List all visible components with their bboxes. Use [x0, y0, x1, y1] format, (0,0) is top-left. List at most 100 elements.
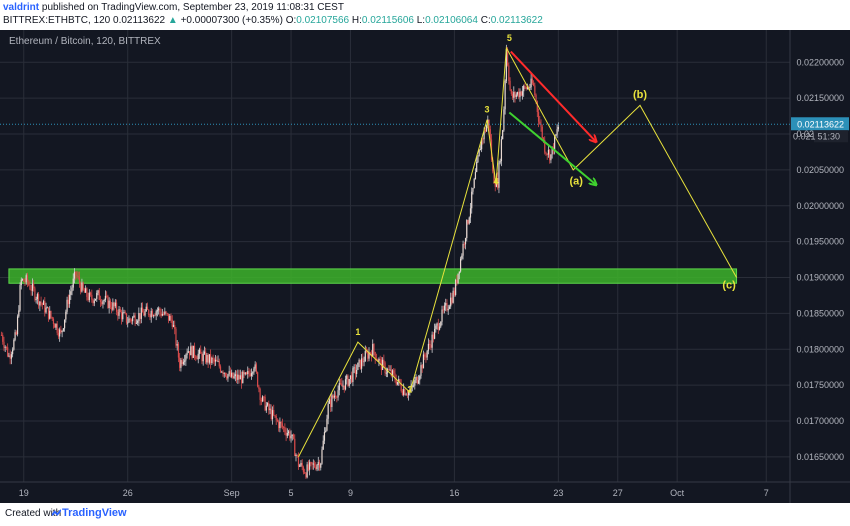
candle-body	[203, 351, 206, 354]
candle-body	[47, 307, 50, 319]
candle-body	[461, 255, 463, 259]
candle-body	[307, 464, 309, 470]
candle-body	[526, 86, 529, 90]
candle-body	[398, 379, 400, 382]
candle-body	[143, 312, 145, 316]
candle-body	[358, 359, 360, 363]
candle-body	[202, 353, 204, 362]
candle-body	[537, 112, 540, 122]
candle-body	[322, 440, 324, 450]
candle-body	[464, 238, 467, 245]
candle-body	[408, 391, 410, 396]
candle-body	[519, 91, 521, 98]
candle-body	[156, 310, 159, 312]
candle-body	[25, 275, 27, 283]
candle-body	[287, 431, 290, 434]
candle-body	[472, 188, 474, 192]
candle-body	[8, 355, 10, 357]
candle-body	[240, 375, 243, 384]
candle-body	[31, 283, 34, 291]
x-tick-label: 16	[449, 488, 459, 498]
candle-body	[237, 374, 239, 380]
candle-body	[214, 359, 217, 362]
candle-body	[505, 49, 507, 81]
candle-body	[419, 375, 421, 381]
candle-body	[234, 374, 236, 377]
candle-body	[498, 162, 500, 188]
candle-body	[55, 323, 57, 328]
candle-body	[122, 312, 124, 320]
candle-body	[291, 434, 293, 436]
candle-body	[227, 374, 229, 379]
candle-body	[138, 312, 140, 322]
candle-body	[191, 346, 193, 358]
candle-body	[39, 301, 41, 306]
candle-body	[198, 349, 201, 354]
candle-body	[40, 301, 42, 304]
candle-body	[174, 325, 176, 329]
candle-body	[15, 332, 17, 335]
candle-body	[14, 332, 16, 340]
candle-body	[244, 372, 246, 375]
candle-body	[390, 369, 392, 376]
candle-body	[222, 371, 224, 374]
candle-body	[479, 149, 481, 151]
candle-body	[328, 399, 331, 404]
candle-body	[415, 376, 417, 381]
candle-body	[555, 134, 557, 136]
candle-body	[224, 372, 227, 377]
candle-body	[85, 288, 87, 293]
candle-body	[20, 279, 22, 286]
candle-body	[437, 323, 439, 330]
symbol-label: BITTREX:ETHBTC, 120	[3, 15, 111, 26]
candle-body	[412, 385, 415, 387]
candle-body	[166, 313, 168, 315]
candle-body	[211, 357, 213, 364]
candle-body	[286, 433, 288, 436]
candle-body	[221, 371, 223, 373]
candle-body	[151, 310, 154, 317]
candle-body	[557, 126, 559, 130]
candle-body	[275, 415, 277, 420]
candle-body	[521, 91, 524, 96]
author-name[interactable]: valdrint	[3, 2, 40, 13]
candle-body	[33, 283, 35, 289]
candle-body	[508, 65, 510, 81]
candle-body	[98, 290, 100, 300]
candle-body	[504, 80, 506, 110]
candle-body	[502, 130, 504, 140]
candle-body	[57, 332, 60, 337]
candle-body	[394, 373, 396, 380]
candle-body	[162, 313, 165, 315]
candle-body	[316, 465, 318, 470]
candle-body	[175, 328, 177, 346]
candle-body	[511, 93, 514, 98]
candle-body	[346, 375, 348, 380]
tradingview-brand[interactable]: TradingView	[62, 507, 127, 519]
candle-body	[239, 375, 241, 380]
candle-body	[63, 319, 66, 329]
candle-body	[229, 371, 232, 377]
candle-body	[75, 271, 77, 275]
candle-body	[310, 462, 312, 464]
candle-body	[356, 369, 358, 374]
candle-body	[309, 462, 311, 470]
candle-body	[73, 271, 76, 279]
candle-body	[270, 408, 272, 420]
candle-body	[177, 344, 180, 358]
candle-body	[283, 426, 285, 428]
candle-body	[326, 418, 328, 431]
candle-body	[274, 415, 276, 417]
publish-line: valdrint published on TradingView.com, S…	[3, 2, 344, 13]
candle-body	[172, 325, 175, 327]
candle-body	[429, 343, 431, 345]
high-value: 0.02115606	[361, 15, 414, 26]
candle-body	[231, 372, 233, 377]
candle-body	[271, 410, 274, 420]
chart-area[interactable]: 1 2 3 4 5 (a) (b) (c) Ethereum / Bitcoin, 120, B…	[0, 30, 850, 503]
candle-body	[433, 328, 436, 339]
change-value: +0.00007300 (+0.35%)	[180, 15, 283, 26]
candle-body	[339, 383, 342, 385]
candle-body	[430, 344, 432, 348]
